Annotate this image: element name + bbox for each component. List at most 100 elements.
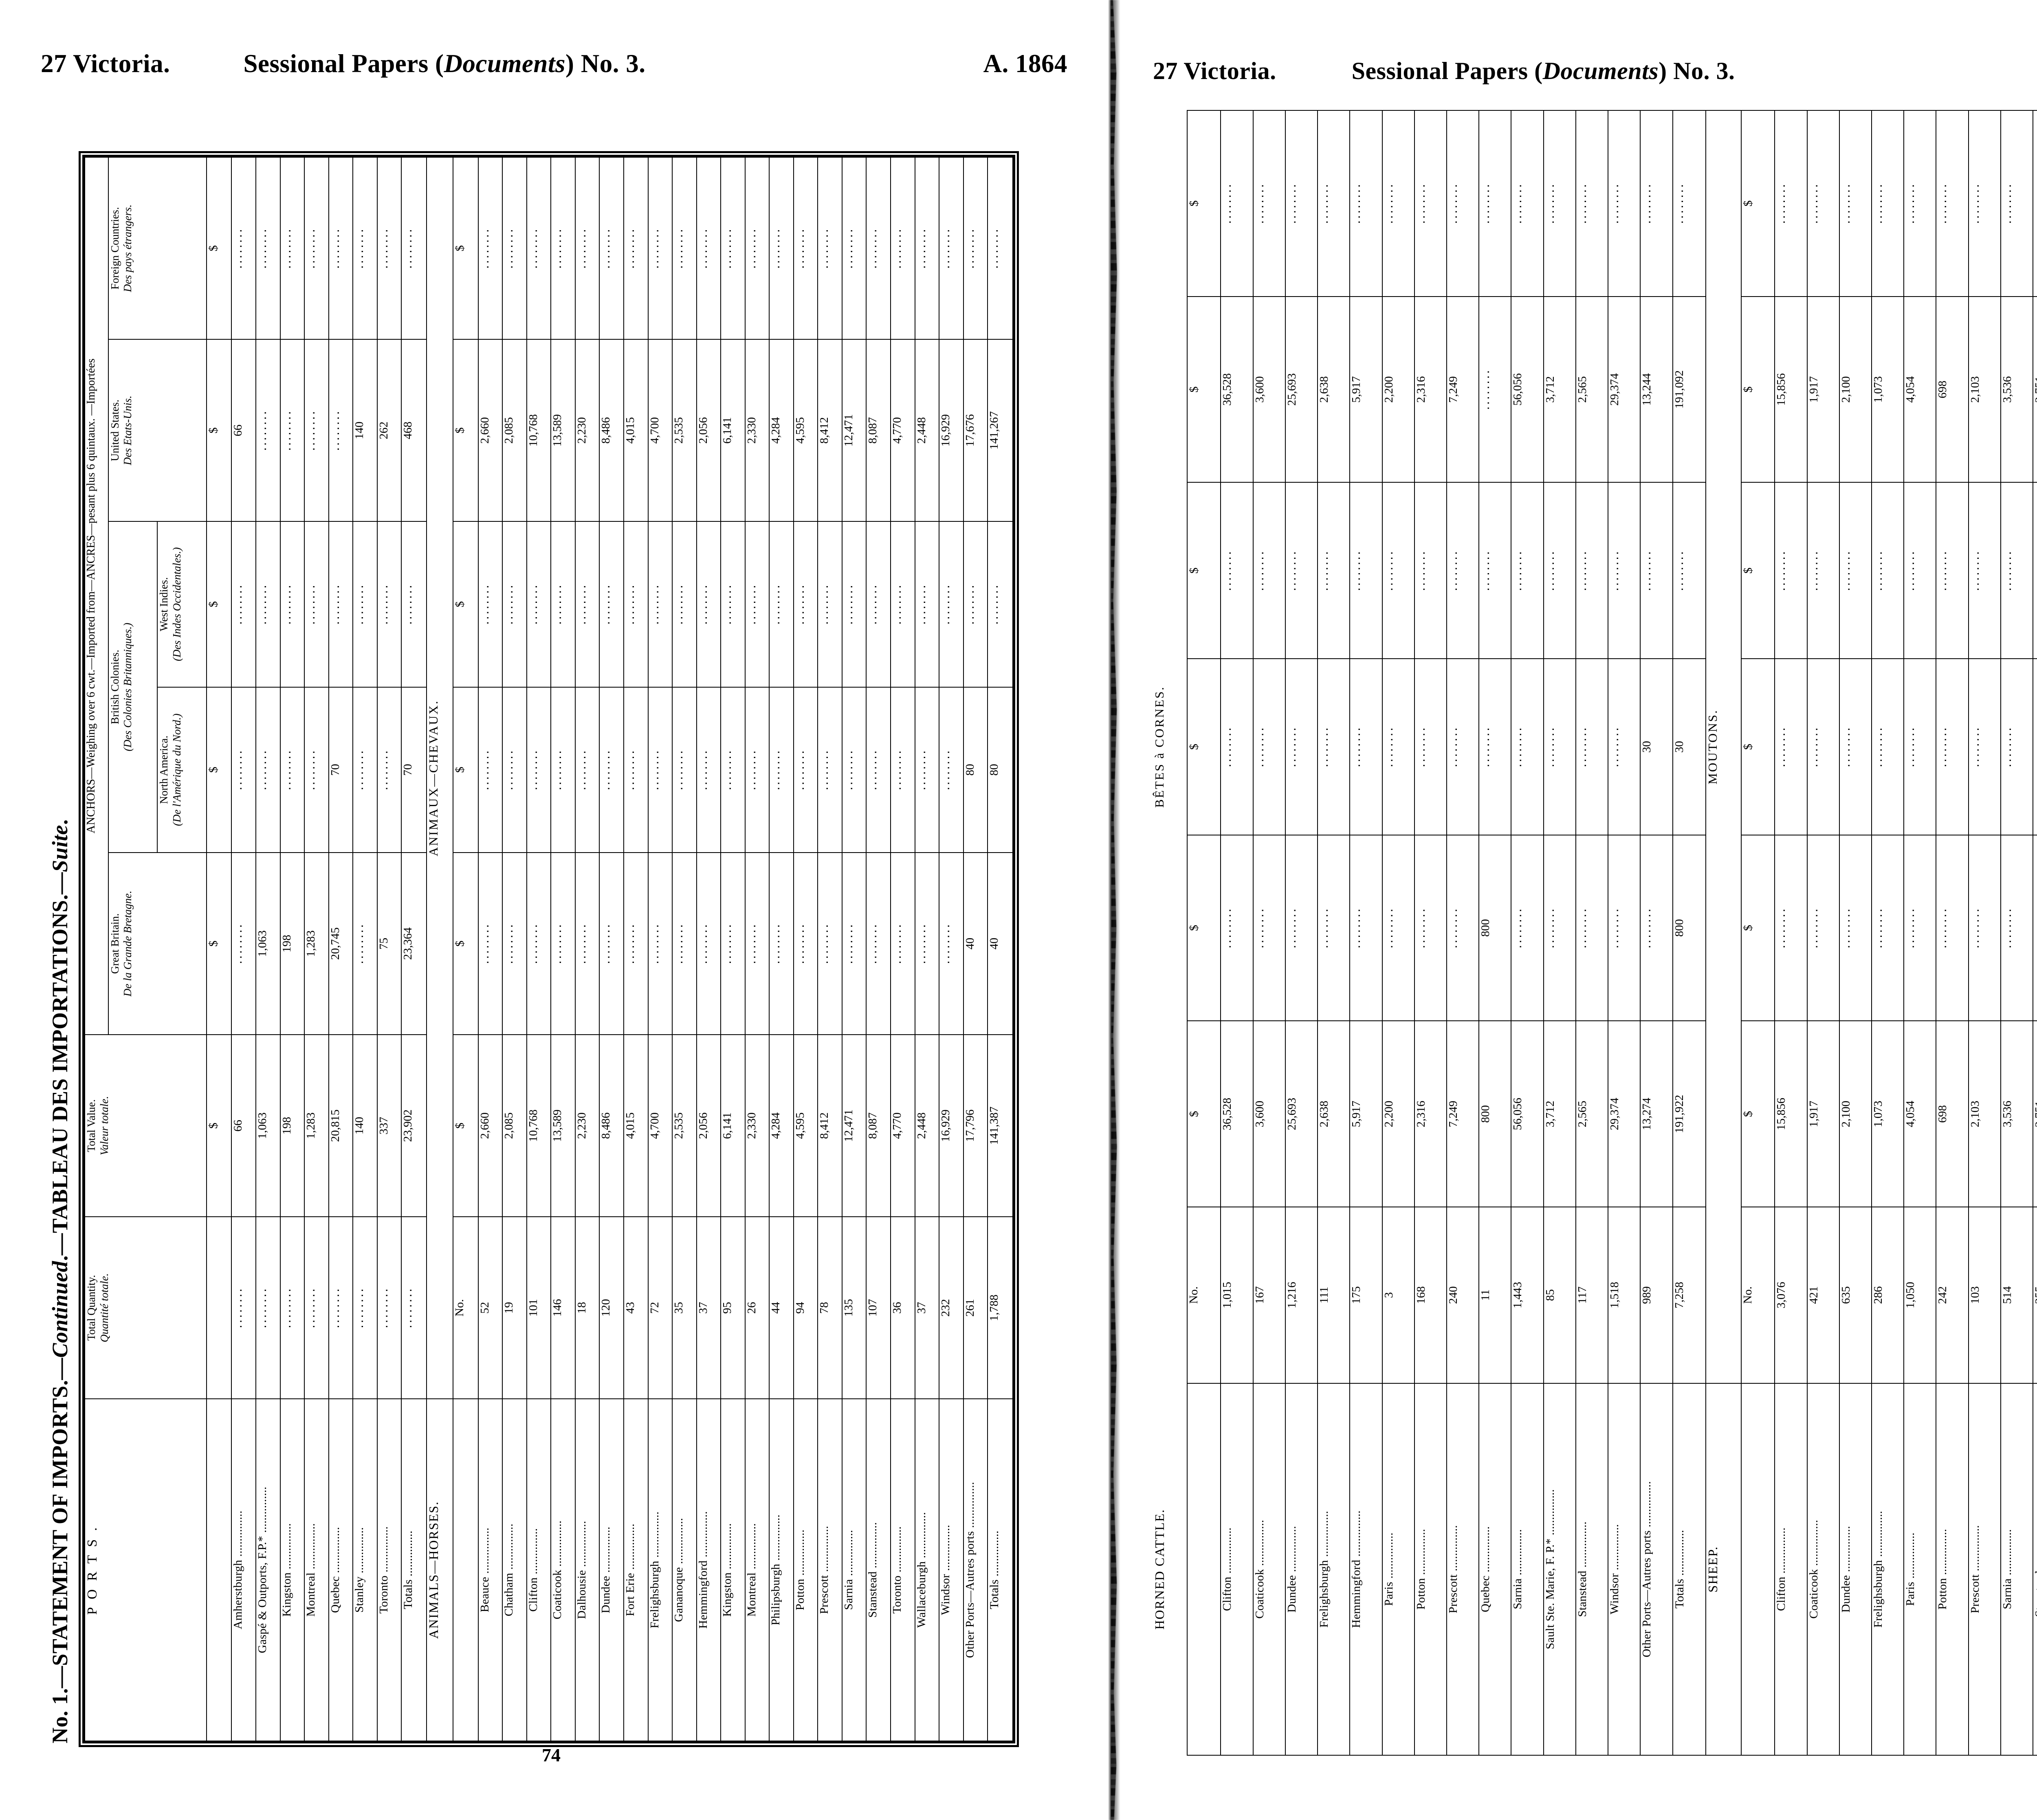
horses-rows: Beauce ............... 52 2,660 ․․․․․․․․ ․․․… [478, 157, 988, 1741]
north-america-cell-empty: ․․․․․․․․ [745, 687, 770, 853]
united-states-cell: 29,374 [1608, 296, 1641, 483]
west-indies-cell-empty: ․․․․․․․․ [1640, 482, 1673, 659]
quantity-cell: 107 [866, 1217, 891, 1399]
united-states-cell: 2,316 [1414, 296, 1447, 483]
united-states-cell: 2,230 [575, 339, 600, 522]
port-name-cell: Dundee ............... [1285, 1383, 1318, 1755]
port-name-cell: Potton ............... [1414, 1383, 1447, 1755]
port-name-cell: Stanstead ............... [1575, 1383, 1608, 1755]
port-name-cell: Wallaceburgh ............... [915, 1399, 939, 1741]
west-indies-cell-empty: ․․․․․․․․ [1543, 482, 1576, 659]
totals-label: Totals ............... [401, 1399, 427, 1741]
north-america-cell-empty: ․․․․․․․․ [304, 687, 329, 853]
north-america-cell-empty: ․․․․․․․․ [1414, 659, 1447, 835]
north-america-cell-empty: ․․․․․․․․ [1608, 659, 1641, 835]
quantity-cell: 135 [842, 1217, 867, 1399]
port-name-cell: Prescott ............... [818, 1399, 842, 1741]
quantity-cell: 26 [745, 1217, 770, 1399]
port-name-cell: Dalhousie ............... [575, 1399, 600, 1741]
great-britain-cell-empty: ․․․․․․․․ [1511, 835, 1544, 1021]
port-name-cell: Montreal ............... [745, 1399, 770, 1741]
great-britain-cell-empty: ․․․․․․․․ [915, 852, 939, 1035]
port-name-cell: Quebec ............... [1479, 1383, 1511, 1755]
west-indies-cell-empty: ․․․․․․․․ [256, 521, 280, 687]
table-row: Coaticook ............... 146 13,589 ․․․․․․… [551, 157, 575, 1741]
quantity-cell: 78 [818, 1217, 842, 1399]
total-value-cell: 800 [1479, 1021, 1511, 1207]
west-indies-cell-empty: ․․․․․․․․ [551, 521, 575, 687]
total-value-cell: 4,595 [793, 1035, 818, 1217]
united-states-cell: 4,015 [624, 339, 648, 522]
foreign-countries-cell-empty: ․․․․․․․․ [328, 157, 353, 340]
west-indies-cell-empty: ․․․․․․․․ [1839, 482, 1872, 659]
great-britain-cell: 800 [1479, 835, 1511, 1021]
port-name-cell: Hemmingford ............... [696, 1399, 721, 1741]
north-america-cell: 70 [328, 687, 353, 853]
totals-value: 191,922 [1672, 1021, 1706, 1207]
west-indies-cell-empty: ․․․․․․․․ [280, 521, 305, 687]
port-name-cell: Dundee ............... [1839, 1383, 1872, 1755]
totals-quantity: 1,788 [988, 1217, 1013, 1399]
west-indies-cell-empty: ․․․․․․․․ [1350, 482, 1382, 659]
table-row: Sault Ste. Marie, F. P.* ...............… [1543, 110, 1576, 1755]
united-states-cell: 140 [353, 339, 377, 522]
west-indies-cell-empty: ․․․․․․․․ [1575, 482, 1608, 659]
quantity-cell: 255 [2033, 1207, 2037, 1383]
west-indies-cell-empty: ․․․․․․․․ [1936, 482, 1969, 659]
north-america-cell-empty: ․․․․․․․․ [1511, 659, 1544, 835]
port-name-cell: Sault Ste. Marie, F. P.* ............... [1543, 1383, 1576, 1755]
united-states-cell: 36,528 [1221, 296, 1253, 483]
united-states-cell: 2,751 [2033, 296, 2037, 483]
north-america-cell-empty: ․․․․․․․․ [769, 687, 794, 853]
quantity-cell: 1,015 [1221, 1207, 1253, 1383]
table-row: Quebec ............... ․․․․․․․․ 20,815 20,7… [328, 157, 353, 1741]
total-value-cell: 1,917 [1807, 1021, 1839, 1207]
cattle-unit-row: No. $ $ $ $ $ $ [1187, 110, 1221, 1755]
west-indies-cell-empty: ․․․․․․․․ [1253, 482, 1285, 659]
north-america-cell-empty: ․․․․․․․․ [648, 687, 673, 853]
united-states-cell: 3,536 [2000, 296, 2033, 483]
anchors-unit-gb: $ [206, 852, 232, 1035]
north-america-cell-empty: ․․․․․․․․ [891, 687, 915, 853]
anchors-unit-wi: $ [206, 521, 232, 687]
great-britain-cell: 20,745 [328, 852, 353, 1035]
port-name-cell: Philipsburgh ............... [769, 1399, 794, 1741]
page-gutter-shadow [1100, 0, 1137, 1820]
port-name-cell: Beauce ............... [478, 1399, 503, 1741]
great-britain-cell-empty: ․․․․․․․․ [478, 852, 503, 1035]
united-states-header: United States. Des Etats-Unis. [108, 339, 207, 522]
table-row: Beauce ............... 52 2,660 ․․․․․․․․ ․․․… [478, 157, 503, 1741]
quantity-cell: 3,076 [1775, 1207, 1807, 1383]
west-indies-cell-empty: ․․․․․․․․ [624, 521, 648, 687]
horses-caption-en: ANIMALS—HORSES. [426, 1399, 453, 1741]
quantity-cell: 421 [1807, 1207, 1839, 1383]
sheep-unit-wi: $ [1741, 482, 1775, 659]
foreign-countries-cell-empty: ․․․․․․․․ [377, 157, 402, 340]
great-britain-cell-empty: ․․․․․․․․ [1608, 835, 1641, 1021]
quantity-cell: 111 [1318, 1207, 1350, 1383]
table-row: Sarnia ............... 135 12,471 ․․․․․․․․ ․… [842, 157, 867, 1741]
foreign-countries-cell-empty: ․․․․․․․․ [2033, 110, 2037, 297]
totals-north-america: 70 [401, 687, 427, 853]
totals-row: Totals ............... 7,258 191,922 800 30 ․… [1672, 110, 1706, 1755]
north-america-cell-empty: ․․․․․․․․ [1350, 659, 1382, 835]
total-value-cell: 4,054 [1904, 1021, 1936, 1207]
united-states-cell: 17,676 [963, 339, 988, 522]
anchors-rows: Amherstburgh ............... ․․․․․․․․ 66 ․․… [231, 157, 402, 1741]
quantity-cell: 514 [2000, 1207, 2033, 1383]
table-row: Coaticook ............... 421 1,917 ․․․․․․․… [1807, 110, 1839, 1755]
table-head-band: P O R T S . Total Quantity. Quantité tot… [85, 157, 207, 1741]
total-value-cell: 2,535 [672, 1035, 697, 1217]
horses-unit-wi: $ [453, 521, 478, 687]
foreign-countries-cell-empty: ․․․․․․․․ [818, 157, 842, 340]
table-row: Toronto ............... 36 4,770 ․․․․․․․․ ․․… [891, 157, 915, 1741]
west-indies-cell-empty: ․․․․․․․․ [502, 521, 527, 687]
table-row: Quebec ............... 11 800 800 ․․․․․․․․ ․․… [1479, 110, 1511, 1755]
united-states-cell-empty: ․․․․․․․․ [328, 339, 353, 522]
great-britain-cell-empty: ․․․․․․․․ [648, 852, 673, 1035]
totals-foreign-countries-empty: ․․․․․․․․ [988, 157, 1013, 340]
total-value-cell: 2,085 [502, 1035, 527, 1217]
quantity-cell: 635 [1839, 1207, 1872, 1383]
united-states-cell: 698 [1936, 296, 1969, 483]
foreign-countries-cell-empty: ․․․․․․․․ [526, 157, 551, 340]
